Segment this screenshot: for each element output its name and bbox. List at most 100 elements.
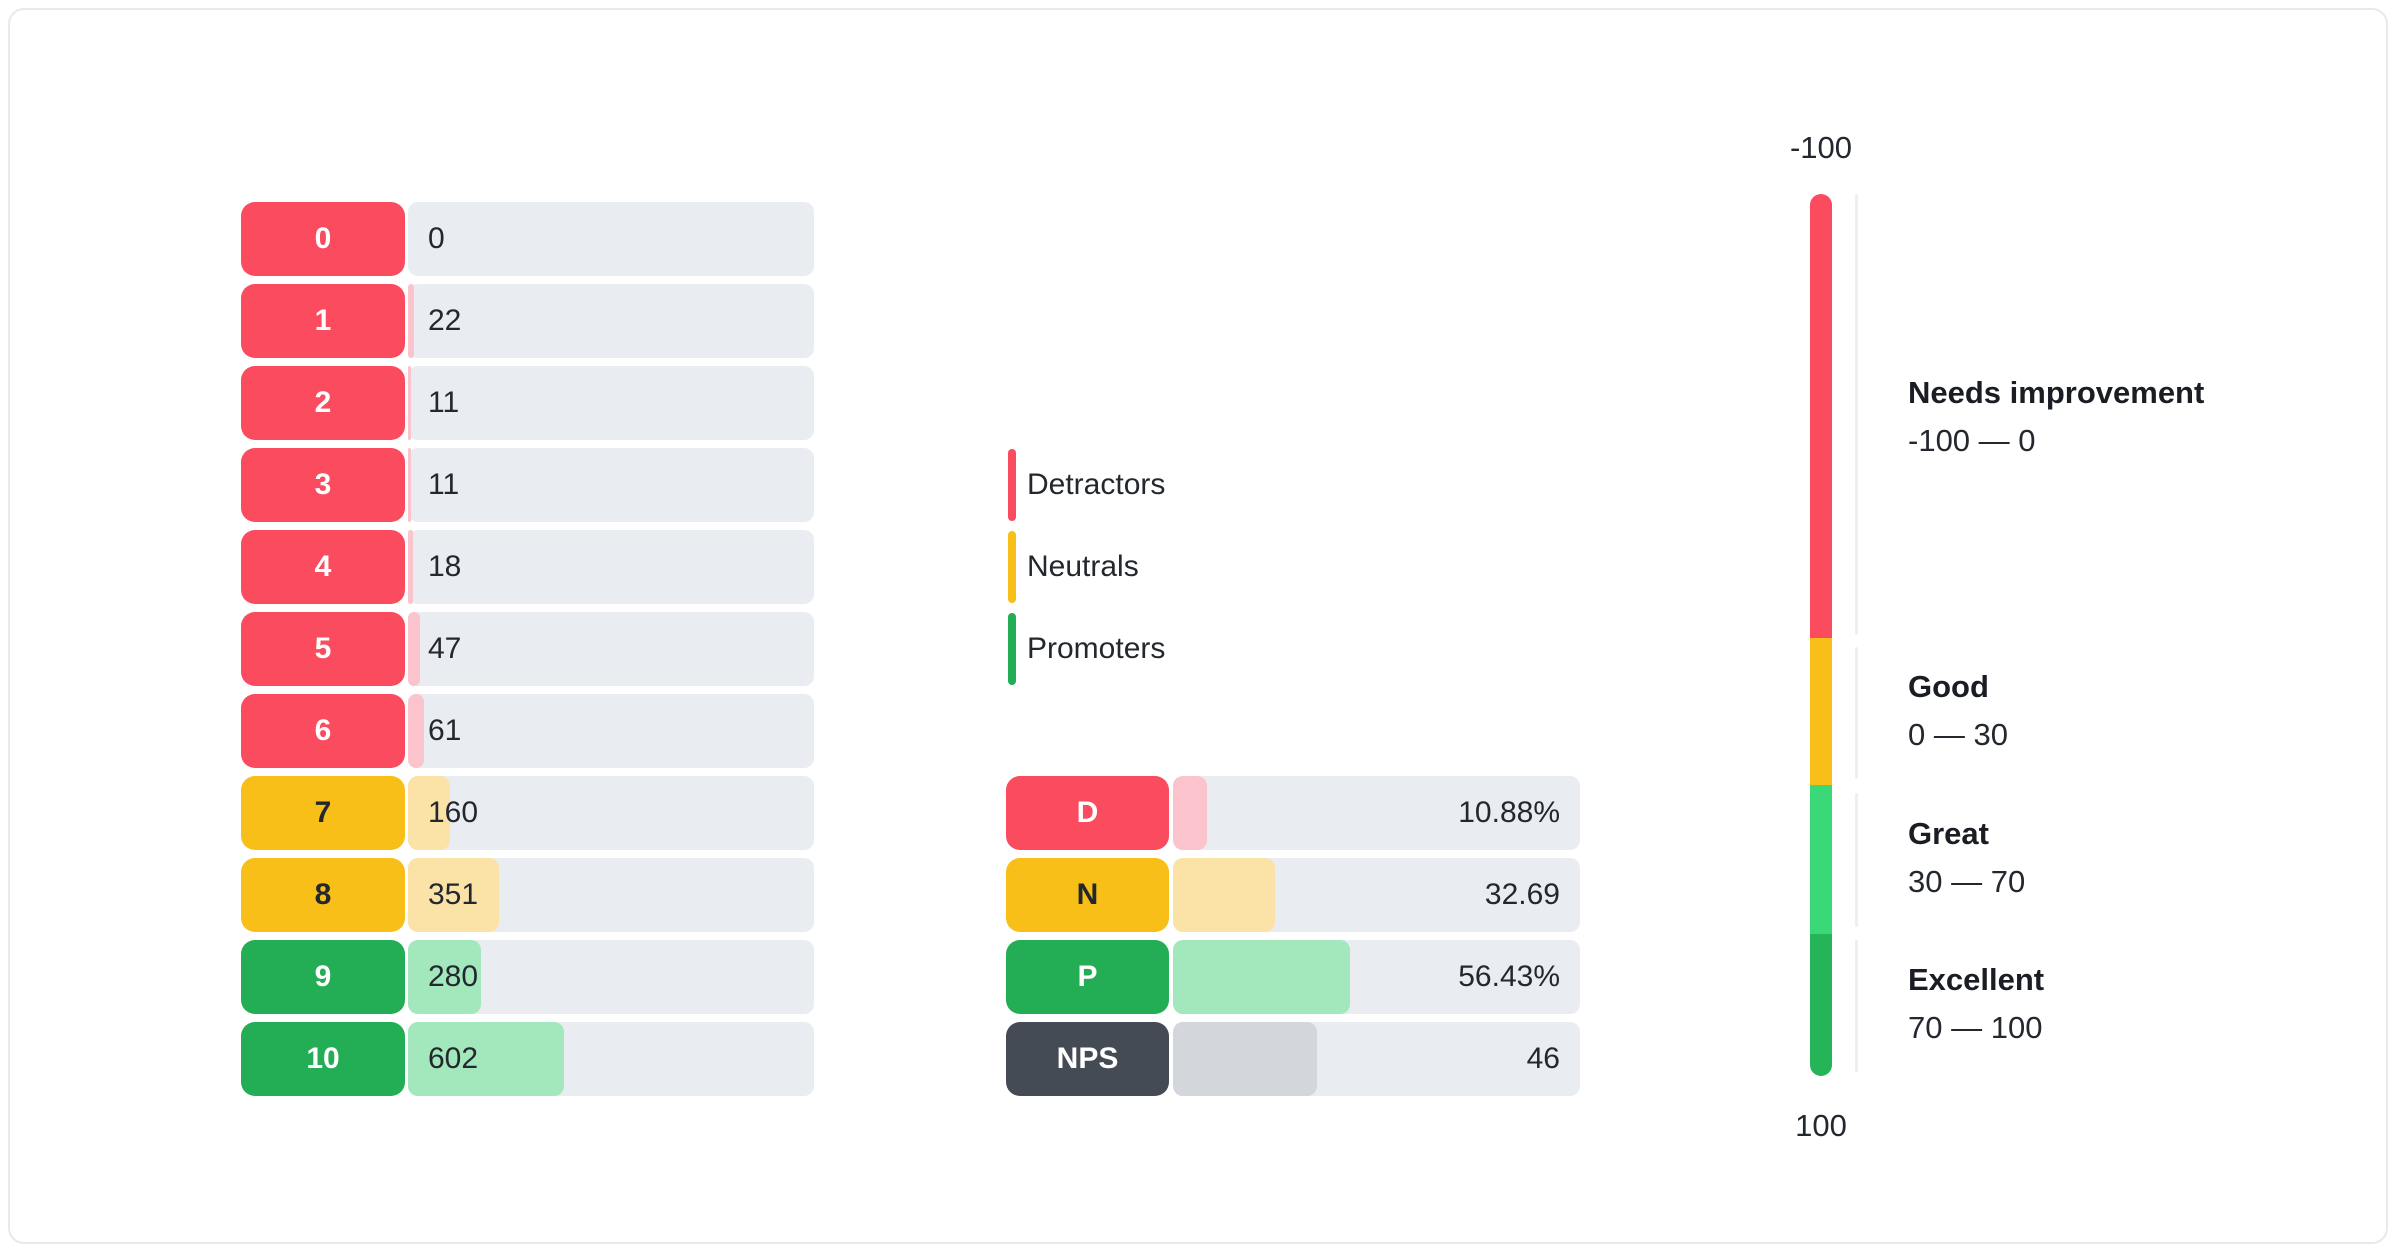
summary-track-d: 10.88% [1173,776,1580,850]
gauge-zone-4 [1810,934,1832,1076]
legend-item-neutral[interactable]: Neutrals [1006,530,1366,604]
gauge-zone-label-1: Needs improvement -100 — 0 [1908,369,2204,465]
summary-fill-n [1173,858,1276,932]
summary-value-d: 10.88% [1458,796,1560,829]
gauge-zone-range: 30 — 70 [1908,864,2026,899]
legend-label-detractor: Detractors [1027,468,1166,501]
score-value-2: 11 [428,386,460,419]
score-value-0: 0 [428,222,445,255]
score-label-3: 3 [241,448,405,522]
dashboard-card: 0 0 1 22 2 11 3 11 4 18 5 47 6 61 7 160 8 351 9 280 10 602 De… [8,8,2388,1244]
score-track-7: 160 [408,776,814,850]
gauge-zone-label-3: Great 30 — 70 [1908,810,2025,906]
score-fill-4 [408,530,413,604]
score-track-2: 11 [408,366,814,440]
summary-row-n: N 32.69 [1006,858,1586,932]
score-value-9: 280 [428,960,479,993]
score-label-9: 9 [241,940,405,1014]
gauge-trackline-2 [1855,647,1858,779]
legend: Detractors Neutrals Promoters [1006,448,1366,694]
score-fill-1 [408,284,414,358]
summary-value-n: 32.69 [1484,878,1560,911]
score-track-10: 602 [408,1022,814,1096]
score-value-5: 47 [428,632,462,665]
score-row-5: 5 47 [241,612,821,686]
summary-label-n: N [1006,858,1169,932]
score-label-6: 6 [241,694,405,768]
nps-gauge-bar [1810,194,1832,1076]
score-track-0: 0 [408,202,814,276]
score-row-2: 2 11 [241,366,821,440]
score-row-6: 6 61 [241,694,821,768]
score-fill-9 [408,940,481,1014]
gauge-zone-range: 70 — 100 [1908,1010,2043,1045]
gauge-zone-3 [1810,785,1832,934]
summary-label-p: P [1006,940,1169,1014]
gauge-zone-1 [1810,194,1832,638]
summary-fill-p [1173,940,1350,1014]
score-row-7: 7 160 [241,776,821,850]
legend-label-neutral: Neutrals [1027,550,1139,583]
summary-label-nps: NPS [1006,1022,1169,1096]
score-distribution-chart: 0 0 1 22 2 11 3 11 4 18 5 47 6 61 7 160 8 351 9 280 10 602 [241,202,821,1104]
gauge-zone-2 [1810,638,1832,785]
score-fill-6 [408,694,424,768]
detractor-legend-mark-icon [1008,449,1016,521]
summary-row-nps: NPS 46 [1006,1022,1586,1096]
nps-summary-chart: D 10.88% N 32.69 P 56.43% NPS 46 [1006,776,1586,1104]
score-track-5: 47 [408,612,814,686]
score-label-4: 4 [241,530,405,604]
gauge-trackline-4 [1855,940,1858,1072]
score-value-7: 160 [428,796,479,829]
summary-track-p: 56.43% [1173,940,1580,1014]
gauge-trackline-1 [1855,194,1858,635]
summary-track-n: 32.69 [1173,858,1580,932]
score-label-0: 0 [241,202,405,276]
legend-item-detractor[interactable]: Detractors [1006,448,1366,522]
score-track-4: 18 [408,530,814,604]
score-track-6: 61 [408,694,814,768]
score-fill-7 [408,776,450,850]
score-value-1: 22 [428,304,462,337]
score-row-8: 8 351 [241,858,821,932]
score-value-10: 602 [428,1042,479,1075]
score-value-3: 11 [428,468,460,501]
score-fill-8 [408,858,500,932]
gauge-trackline-3 [1855,793,1858,927]
gauge-zone-title: Needs improvement [1908,375,2205,410]
gauge-zone-title: Good [1908,669,1989,704]
summary-value-nps: 46 [1526,1042,1560,1075]
score-track-9: 280 [408,940,814,1014]
gauge-zone-range: 0 — 30 [1908,717,2008,752]
gauge-zone-title: Great [1908,816,1989,851]
score-track-1: 22 [408,284,814,358]
score-row-1: 1 22 [241,284,821,358]
score-row-10: 10 602 [241,1022,821,1096]
gauge-zone-label-4: Excellent 70 — 100 [1908,956,2044,1052]
score-fill-3 [408,448,411,522]
gauge-max-label: -100 [1789,130,1853,165]
score-value-6: 61 [428,714,462,747]
score-row-9: 9 280 [241,940,821,1014]
summary-fill-d [1173,776,1208,850]
score-label-5: 5 [241,612,405,686]
score-fill-5 [408,612,421,686]
score-label-2: 2 [241,366,405,440]
promoter-legend-mark-icon [1008,613,1016,685]
summary-track-nps: 46 [1173,1022,1580,1096]
score-row-3: 3 11 [241,448,821,522]
score-value-4: 18 [428,550,462,583]
summary-fill-nps [1173,1022,1317,1096]
legend-item-promoter[interactable]: Promoters [1006,612,1366,686]
summary-row-d: D 10.88% [1006,776,1586,850]
summary-row-p: P 56.43% [1006,940,1586,1014]
score-track-8: 351 [408,858,814,932]
legend-label-promoter: Promoters [1027,632,1166,665]
score-label-7: 7 [241,776,405,850]
gauge-zone-label-2: Good 0 — 30 [1908,663,2008,759]
score-track-3: 11 [408,448,814,522]
gauge-min-label: 100 [1795,1108,1847,1143]
score-label-10: 10 [241,1022,405,1096]
